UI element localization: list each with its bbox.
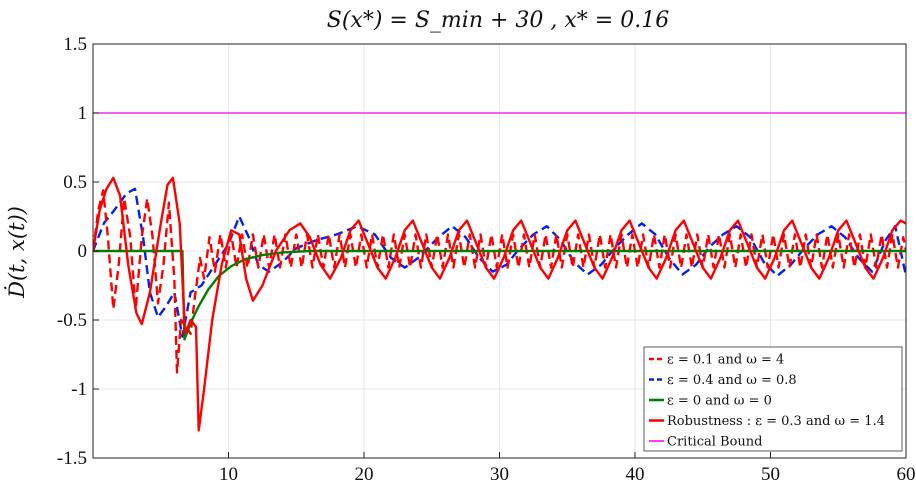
axis-ticks: 10 20 30 40 50 60 -1.5 -1 -0.5 0 0.5 1 1.5 — [57, 34, 916, 485]
y-tick-label: 0 — [78, 241, 88, 262]
y-tick-label: 1.5 — [63, 34, 87, 55]
x-tick-label: 30 — [490, 464, 509, 485]
legend-box — [643, 346, 903, 452]
series-line-0 — [93, 189, 906, 374]
x-tick-label: 60 — [897, 464, 916, 485]
legend-label: ε = 0 and ω = 0 — [667, 394, 772, 409]
legend-label: Robustness : ε = 0.3 and ω = 1.4 — [667, 414, 885, 429]
y-tick-label: -1 — [71, 379, 87, 400]
legend-label: Critical Bound — [667, 435, 762, 450]
x-tick-label: 40 — [626, 464, 645, 485]
y-tick-label: -1.5 — [57, 448, 87, 469]
series-line-3 — [93, 176, 906, 432]
y-tick-label: -0.5 — [57, 310, 87, 331]
x-tick-label: 10 — [219, 464, 238, 485]
y-axis-label: Ḋ(t, x(t)) — [5, 206, 29, 299]
y-tick-label: 1 — [78, 103, 88, 124]
x-tick-label: 20 — [355, 464, 374, 485]
y-tick-label: 0.5 — [63, 172, 87, 193]
legend-label: ε = 0.4 and ω = 0.8 — [667, 373, 797, 388]
legend-label: ε = 0.1 and ω = 4 — [667, 353, 784, 368]
series-layer — [93, 112, 906, 432]
chart-title: S(x*) = S_min + 30 , x* = 0.16 — [327, 8, 669, 33]
x-tick-label: 50 — [761, 464, 780, 485]
legend: ε = 0.1 and ω = 4 ε = 0.4 and ω = 0.8 ε = … — [643, 346, 903, 452]
